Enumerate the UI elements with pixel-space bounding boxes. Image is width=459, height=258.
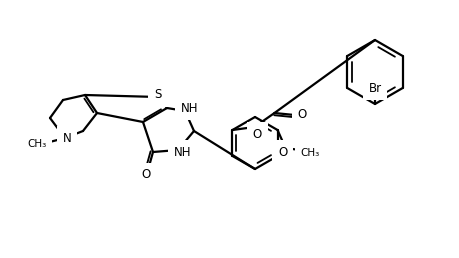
Text: S: S [154,88,162,101]
Text: CH₃: CH₃ [28,139,47,149]
Text: O: O [141,168,151,181]
Text: O: O [253,127,262,141]
Text: CH₃: CH₃ [300,148,319,158]
Text: O: O [278,146,287,158]
Text: NH: NH [174,146,192,158]
Text: N: N [62,132,72,144]
Text: NH: NH [181,101,199,115]
Text: O: O [298,109,307,122]
Text: Br: Br [369,82,381,94]
